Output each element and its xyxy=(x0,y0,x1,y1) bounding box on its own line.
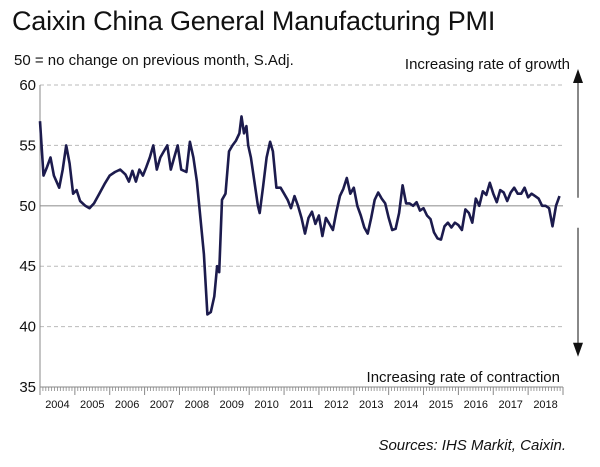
x-tick-label: 2004 xyxy=(45,399,69,411)
x-tick-label: 2018 xyxy=(533,399,557,411)
source-note: Sources: IHS Markit, Caixin. xyxy=(378,437,566,454)
x-tick-label: 2007 xyxy=(150,399,174,411)
x-tick-label: 2015 xyxy=(429,399,453,411)
x-tick-label: 2006 xyxy=(115,399,139,411)
x-tick-label: 2010 xyxy=(254,399,278,411)
series xyxy=(38,115,561,316)
pmi-series-line xyxy=(38,115,561,316)
x-tick-label: 2012 xyxy=(324,399,348,411)
contraction-annotation: Increasing rate of contraction xyxy=(366,369,560,386)
x-tick-label: 2008 xyxy=(185,399,209,411)
axes: 35 40 45 50 55 60 2004 2005 2006 2007 2008 2009 2010… xyxy=(19,77,564,411)
contraction-arrowhead xyxy=(573,342,583,357)
chart-subtitle: 50 = no change on previous month, S.Adj. xyxy=(14,52,294,69)
y-tick-label: 55 xyxy=(19,137,36,154)
x-tick-label: 2005 xyxy=(80,399,104,411)
x-tick-label: 2016 xyxy=(464,399,488,411)
x-tick-label: 2017 xyxy=(498,399,522,411)
y-tick-label: 45 xyxy=(19,258,36,275)
y-tick-label: 40 xyxy=(19,319,36,336)
x-tick-label: 2011 xyxy=(290,399,314,411)
gridlines xyxy=(40,84,563,328)
growth-arrowhead xyxy=(573,69,583,83)
x-tick-label: 2014 xyxy=(394,399,418,411)
x-tick-label: 2013 xyxy=(359,399,383,411)
growth-annotation: Increasing rate of growth xyxy=(404,56,570,73)
chart-title: Caixin China General Manufacturing PMI xyxy=(12,6,496,36)
direction-arrows xyxy=(573,69,583,357)
y-tick-label: 50 xyxy=(19,198,36,215)
y-tick-label: 60 xyxy=(19,77,36,94)
y-tick-label: 35 xyxy=(19,379,36,396)
x-tick-label: 2009 xyxy=(220,399,244,411)
